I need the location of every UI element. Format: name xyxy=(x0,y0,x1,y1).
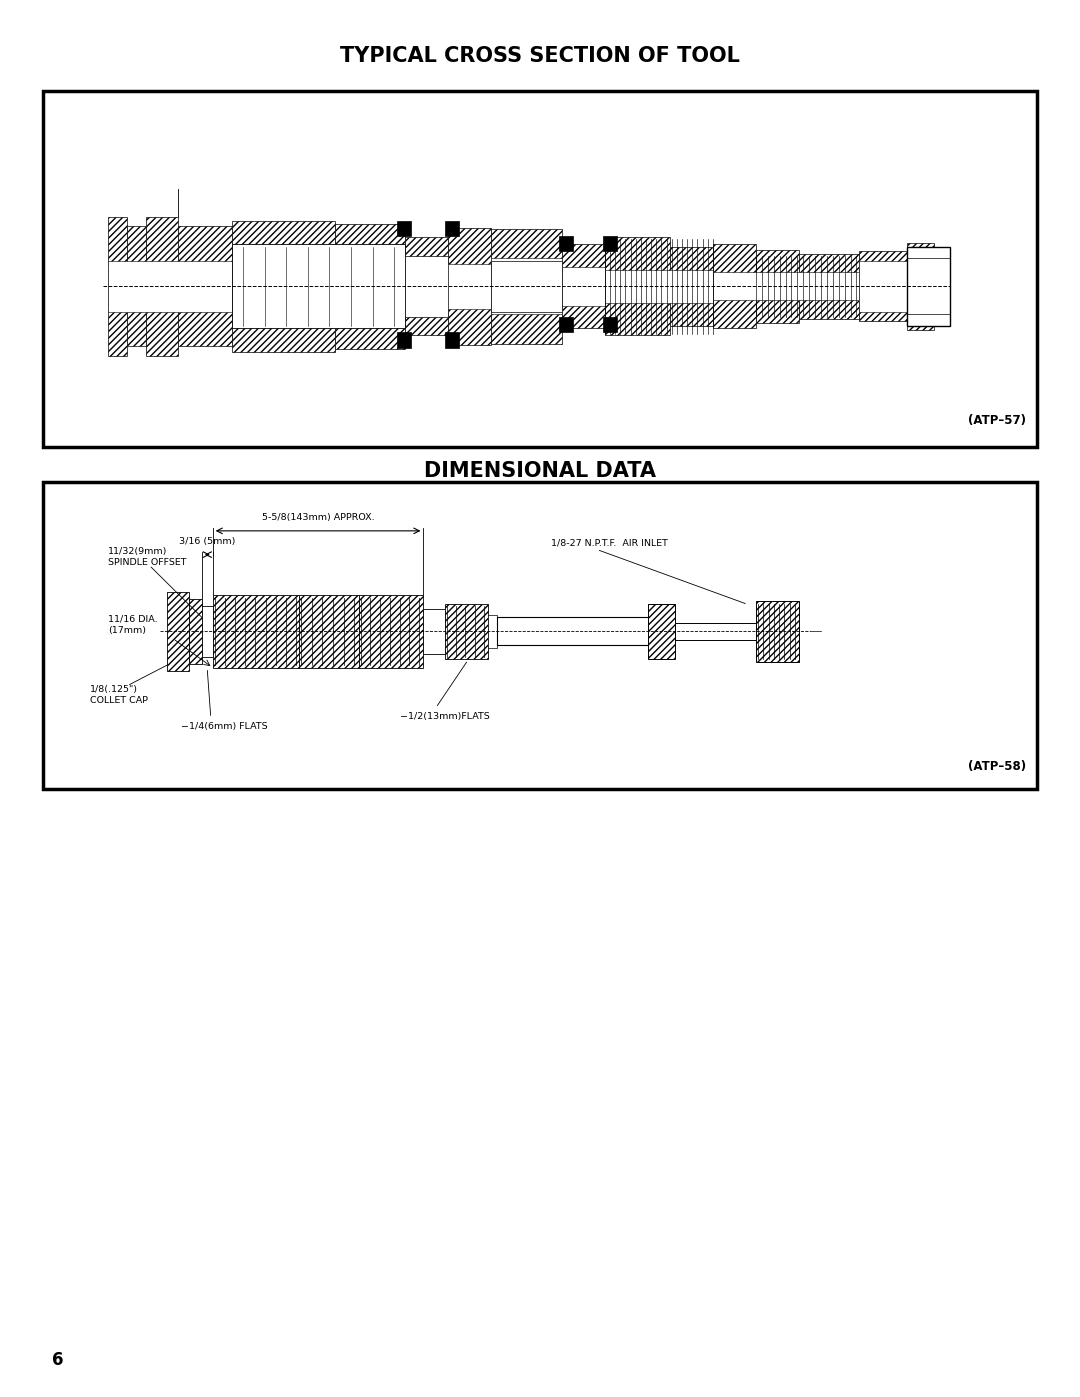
Bar xyxy=(405,237,448,335)
Bar xyxy=(213,595,299,668)
Text: TYPICAL CROSS SECTION OF TOOL: TYPICAL CROSS SECTION OF TOOL xyxy=(340,46,740,66)
Bar xyxy=(108,217,127,356)
Bar xyxy=(43,482,1037,789)
Bar xyxy=(189,599,202,664)
Bar xyxy=(423,609,445,654)
Bar xyxy=(232,244,405,328)
Text: 3/16 (5mm): 3/16 (5mm) xyxy=(179,538,235,546)
Bar xyxy=(178,226,232,346)
Bar xyxy=(648,604,675,659)
Bar xyxy=(232,221,335,352)
Bar xyxy=(605,237,670,335)
Bar xyxy=(448,228,491,345)
Bar xyxy=(603,317,617,332)
Bar xyxy=(232,256,405,317)
Bar xyxy=(488,615,497,648)
Bar xyxy=(670,247,713,326)
Bar xyxy=(108,261,232,312)
Text: −1/2(13mm)FLATS: −1/2(13mm)FLATS xyxy=(400,712,489,721)
Text: 6: 6 xyxy=(52,1351,64,1369)
Bar xyxy=(397,221,411,236)
Bar xyxy=(491,229,562,344)
Text: 5-5/8(143mm) APPROX.: 5-5/8(143mm) APPROX. xyxy=(261,514,375,522)
Text: −1/4(6mm) FLATS: −1/4(6mm) FLATS xyxy=(181,722,268,731)
Bar xyxy=(405,264,491,309)
Bar xyxy=(713,272,859,300)
Bar xyxy=(859,251,907,321)
Bar xyxy=(559,236,573,251)
Text: 11/16 DIA.
(17mm): 11/16 DIA. (17mm) xyxy=(108,615,158,634)
Bar xyxy=(907,243,934,330)
Bar xyxy=(445,221,459,236)
Bar xyxy=(445,332,459,348)
Bar xyxy=(799,254,859,319)
Bar xyxy=(299,595,359,668)
Bar xyxy=(562,267,605,306)
Bar xyxy=(397,332,411,348)
Bar xyxy=(756,250,799,323)
Bar xyxy=(907,247,950,326)
Bar xyxy=(405,256,448,317)
Bar xyxy=(713,244,756,328)
Text: (ATP–57): (ATP–57) xyxy=(968,415,1026,427)
Bar xyxy=(146,217,178,356)
Text: 1/8-27 N.P.T.F.  AIR INLET: 1/8-27 N.P.T.F. AIR INLET xyxy=(551,539,667,548)
Bar xyxy=(202,606,213,657)
Bar xyxy=(445,604,488,659)
Text: (ATP–58): (ATP–58) xyxy=(968,760,1026,773)
Bar xyxy=(756,601,799,662)
Text: 11/32(9mm)
SPINDLE OFFSET: 11/32(9mm) SPINDLE OFFSET xyxy=(108,548,187,567)
Bar xyxy=(491,258,562,314)
Bar xyxy=(603,236,617,251)
Bar xyxy=(127,226,146,346)
Text: DIMENSIONAL DATA: DIMENSIONAL DATA xyxy=(424,461,656,481)
Bar xyxy=(562,244,605,328)
Bar xyxy=(559,317,573,332)
Bar xyxy=(359,595,423,668)
Bar xyxy=(335,224,405,349)
Bar xyxy=(491,261,562,312)
Bar xyxy=(605,270,713,303)
Bar xyxy=(859,261,934,312)
Bar xyxy=(167,592,189,671)
Text: 1/8(.125")
COLLET CAP: 1/8(.125") COLLET CAP xyxy=(90,685,148,704)
Bar xyxy=(43,91,1037,447)
